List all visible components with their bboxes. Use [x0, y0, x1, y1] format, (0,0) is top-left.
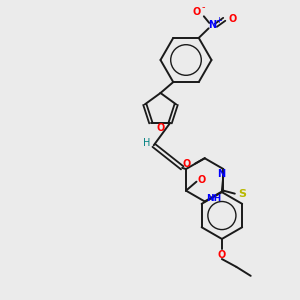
Text: N: N [208, 20, 216, 30]
Text: O: O [192, 8, 200, 17]
Text: H: H [143, 138, 151, 148]
Text: O: O [183, 159, 191, 169]
Text: NH: NH [206, 194, 221, 203]
Text: O: O [218, 250, 226, 260]
Text: O: O [156, 123, 165, 133]
Text: O: O [198, 175, 206, 185]
Text: O: O [229, 14, 237, 24]
Text: +: + [215, 16, 222, 25]
Text: N: N [217, 169, 225, 179]
Text: S: S [238, 189, 246, 199]
Text: -: - [202, 2, 205, 12]
